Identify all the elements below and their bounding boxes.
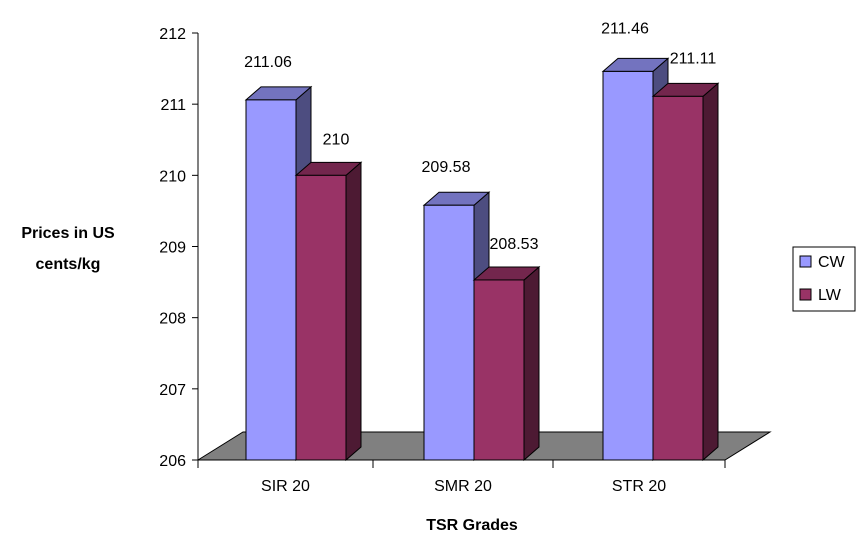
y-tick-label: 206	[159, 453, 186, 470]
data-label-cw-sir-20: 211.06	[244, 54, 292, 71]
data-labels: 211.06 210 209.58 208.53 211.46 211.11	[244, 20, 716, 253]
y-tick-label: 212	[159, 26, 186, 43]
legend-swatch-cw	[799, 255, 812, 268]
data-label-lw-sir-20: 210	[323, 131, 350, 148]
data-label-lw-smr-20: 208.53	[490, 236, 539, 253]
x-axis-title: TSR Grades	[426, 517, 518, 534]
data-label-lw-str-20: 211.11	[670, 50, 717, 67]
bar-lw-sir-20	[294, 161, 363, 462]
x-tick-label: SIR 20	[261, 478, 310, 495]
legend: CW LW	[792, 246, 856, 312]
y-tick-label: 209	[159, 240, 186, 257]
bars	[244, 57, 720, 462]
y-tick-label: 207	[159, 382, 186, 399]
data-label-cw-str-20: 211.46	[601, 20, 649, 37]
x-tick-label: SMR 20	[434, 478, 492, 495]
data-label-cw-smr-20: 209.58	[422, 159, 471, 176]
bar-lw-smr-20	[472, 265, 541, 462]
y-axis-title-line1: Prices in US	[21, 225, 115, 242]
x-tick-label: STR 20	[612, 478, 666, 495]
legend-label-cw: CW	[818, 254, 846, 271]
y-tick-label: 211	[160, 97, 186, 114]
axes: 206 207 208 209 210 211 212 SIR 20 SMR 20 STR 20	[159, 26, 726, 495]
bar-lw-str-20	[651, 82, 720, 462]
y-axis-title-line2: cents/kg	[36, 256, 101, 273]
y-tick-label: 210	[159, 168, 186, 185]
legend-label-lw: LW	[818, 287, 842, 304]
legend-swatch-lw	[799, 288, 812, 301]
y-tick-label: 208	[159, 311, 186, 328]
